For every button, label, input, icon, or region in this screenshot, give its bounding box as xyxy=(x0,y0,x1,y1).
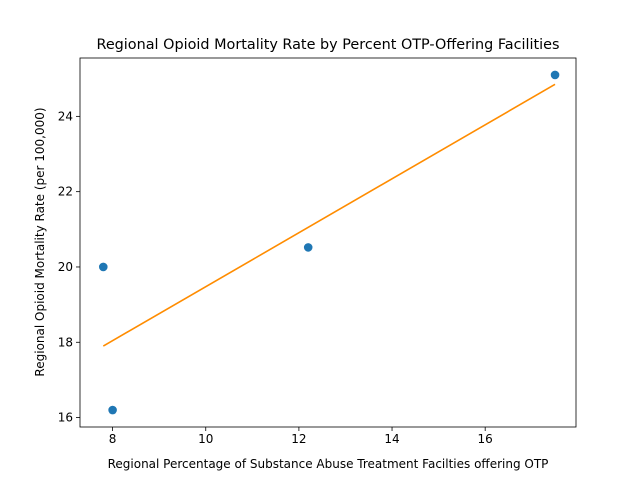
x-tick-label: 8 xyxy=(109,432,117,446)
x-axis-label: Regional Percentage of Substance Abuse T… xyxy=(108,457,549,471)
y-tick-label: 16 xyxy=(58,411,73,425)
x-tick-label: 16 xyxy=(478,432,493,446)
data-point xyxy=(303,243,313,252)
y-tick-label: 24 xyxy=(58,109,73,123)
x-tick-label: 10 xyxy=(198,432,213,446)
data-point xyxy=(550,70,560,80)
y-axis-label: Regional Opioid Mortality Rate (per 100,… xyxy=(33,107,47,376)
x-tick-label: 14 xyxy=(384,432,399,446)
trend-line xyxy=(102,83,556,347)
x-tick-label: 12 xyxy=(291,432,306,446)
y-tick-label: 20 xyxy=(58,260,73,274)
plot-area: 8 10 12 14 16 16 18 20 22 24 xyxy=(58,57,577,446)
y-tick-label: 22 xyxy=(58,185,73,199)
axes-frame xyxy=(79,57,577,428)
chart-title: Regional Opioid Mortality Rate by Percen… xyxy=(96,37,559,53)
y-tick-label: 18 xyxy=(58,335,73,349)
data-point xyxy=(98,262,108,272)
data-point xyxy=(108,405,117,415)
